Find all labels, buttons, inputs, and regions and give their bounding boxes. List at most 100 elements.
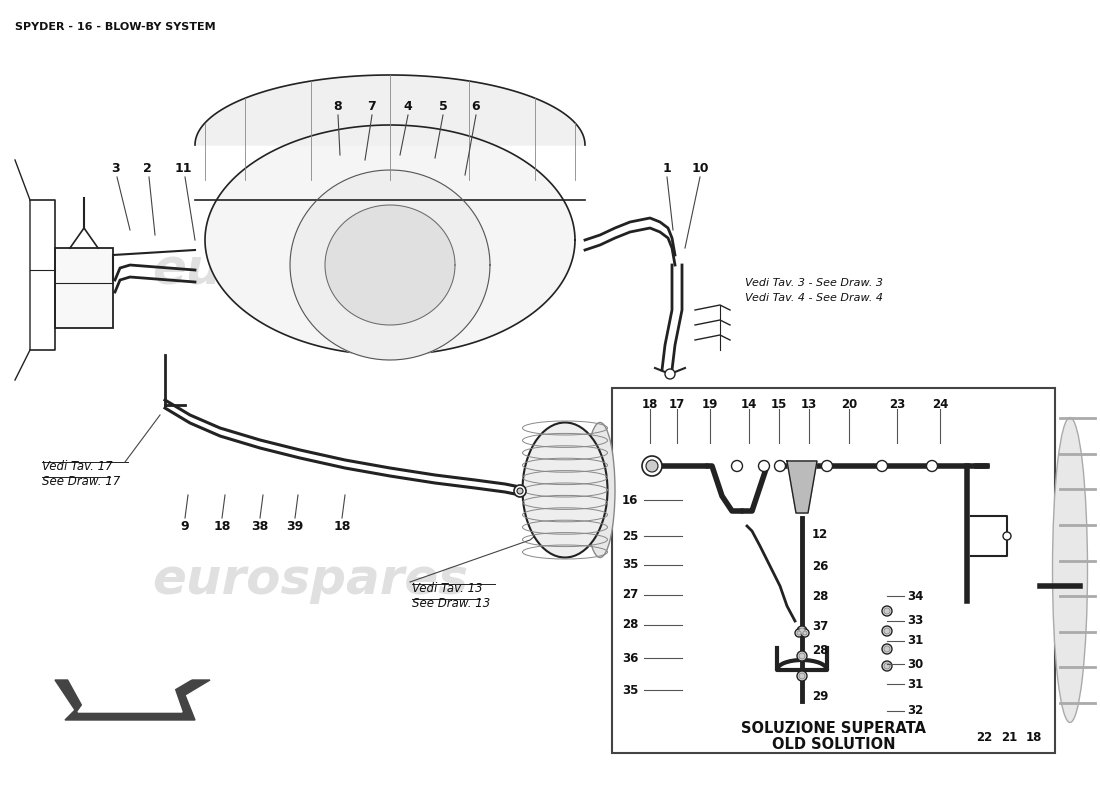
Text: eurospares: eurospares bbox=[715, 554, 925, 586]
Text: 3: 3 bbox=[111, 162, 119, 175]
Text: 7: 7 bbox=[367, 100, 376, 113]
Text: 39: 39 bbox=[286, 520, 304, 533]
Circle shape bbox=[799, 653, 805, 659]
Circle shape bbox=[799, 628, 805, 634]
Circle shape bbox=[646, 460, 658, 472]
Text: 28: 28 bbox=[812, 590, 828, 602]
Circle shape bbox=[882, 644, 892, 654]
Circle shape bbox=[666, 369, 675, 379]
Circle shape bbox=[798, 626, 807, 636]
Circle shape bbox=[798, 631, 801, 635]
FancyBboxPatch shape bbox=[55, 248, 113, 328]
Circle shape bbox=[884, 663, 890, 669]
Circle shape bbox=[774, 461, 785, 471]
Text: 34: 34 bbox=[908, 590, 923, 602]
Text: SOLUZIONE SUPERATA: SOLUZIONE SUPERATA bbox=[741, 721, 926, 736]
Text: See Draw. 17: See Draw. 17 bbox=[42, 475, 120, 488]
Text: 6: 6 bbox=[472, 100, 481, 113]
Ellipse shape bbox=[1053, 418, 1088, 722]
Circle shape bbox=[732, 461, 742, 471]
Polygon shape bbox=[290, 170, 490, 360]
Circle shape bbox=[517, 488, 522, 494]
Polygon shape bbox=[195, 75, 585, 145]
Text: 30: 30 bbox=[908, 658, 923, 670]
Text: 13: 13 bbox=[801, 398, 817, 411]
Polygon shape bbox=[786, 461, 817, 513]
Text: 18: 18 bbox=[333, 520, 351, 533]
Text: See Draw. 13: See Draw. 13 bbox=[412, 597, 491, 610]
Circle shape bbox=[926, 461, 937, 471]
Text: eurospares: eurospares bbox=[152, 556, 468, 604]
Circle shape bbox=[882, 661, 892, 671]
Circle shape bbox=[882, 626, 892, 636]
Text: 5: 5 bbox=[439, 100, 448, 113]
Polygon shape bbox=[205, 125, 575, 355]
Text: 28: 28 bbox=[621, 618, 638, 631]
Circle shape bbox=[884, 628, 890, 634]
Circle shape bbox=[884, 608, 890, 614]
Circle shape bbox=[799, 673, 805, 679]
Text: 35: 35 bbox=[621, 683, 638, 697]
Text: 17: 17 bbox=[669, 398, 685, 411]
Polygon shape bbox=[324, 205, 455, 325]
Text: 8: 8 bbox=[333, 100, 342, 113]
Text: eurospares: eurospares bbox=[152, 246, 468, 294]
Text: 14: 14 bbox=[740, 398, 757, 411]
Text: 26: 26 bbox=[812, 559, 828, 573]
Text: 35: 35 bbox=[621, 558, 638, 571]
Circle shape bbox=[514, 485, 526, 497]
Circle shape bbox=[882, 606, 892, 616]
Text: 29: 29 bbox=[812, 690, 828, 702]
Ellipse shape bbox=[585, 422, 615, 558]
Circle shape bbox=[884, 646, 890, 652]
Text: Vedi Tav. 3 - See Draw. 3: Vedi Tav. 3 - See Draw. 3 bbox=[745, 278, 883, 288]
Text: 1: 1 bbox=[662, 162, 671, 175]
Polygon shape bbox=[55, 680, 210, 720]
Ellipse shape bbox=[522, 422, 607, 558]
Text: OLD SOLUTION: OLD SOLUTION bbox=[772, 737, 895, 752]
Circle shape bbox=[795, 629, 803, 637]
Text: 18: 18 bbox=[213, 520, 231, 533]
Text: 28: 28 bbox=[812, 645, 828, 658]
Text: 27: 27 bbox=[621, 589, 638, 602]
Circle shape bbox=[801, 629, 808, 637]
Circle shape bbox=[759, 461, 770, 471]
Text: 22: 22 bbox=[976, 731, 992, 744]
Circle shape bbox=[877, 461, 888, 471]
Text: 31: 31 bbox=[908, 634, 923, 647]
Text: 36: 36 bbox=[621, 651, 638, 665]
Text: Vedi Tav. 4 - See Draw. 4: Vedi Tav. 4 - See Draw. 4 bbox=[745, 293, 883, 303]
FancyBboxPatch shape bbox=[612, 388, 1055, 753]
Text: 23: 23 bbox=[889, 398, 905, 411]
Text: 24: 24 bbox=[932, 398, 948, 411]
Text: 16: 16 bbox=[621, 494, 638, 506]
Circle shape bbox=[798, 651, 807, 661]
Text: 4: 4 bbox=[404, 100, 412, 113]
Text: 38: 38 bbox=[252, 520, 268, 533]
Circle shape bbox=[803, 631, 807, 635]
Text: 2: 2 bbox=[143, 162, 152, 175]
Circle shape bbox=[798, 671, 807, 681]
Text: 25: 25 bbox=[621, 530, 638, 542]
Text: SPYDER - 16 - BLOW-BY SYSTEM: SPYDER - 16 - BLOW-BY SYSTEM bbox=[15, 22, 216, 32]
Text: Vedi Tav. 13: Vedi Tav. 13 bbox=[412, 582, 483, 595]
Text: 32: 32 bbox=[908, 705, 923, 718]
Text: Vedi Tav. 17: Vedi Tav. 17 bbox=[42, 460, 112, 473]
Text: 20: 20 bbox=[840, 398, 857, 411]
Text: 21: 21 bbox=[1001, 731, 1018, 744]
Text: 15: 15 bbox=[771, 398, 788, 411]
Text: 10: 10 bbox=[691, 162, 708, 175]
Text: 33: 33 bbox=[908, 614, 923, 627]
Text: 18: 18 bbox=[641, 398, 658, 411]
Text: 19: 19 bbox=[702, 398, 718, 411]
Circle shape bbox=[822, 461, 833, 471]
Text: 11: 11 bbox=[174, 162, 191, 175]
Circle shape bbox=[642, 456, 662, 476]
Text: 12: 12 bbox=[812, 527, 828, 541]
Text: 18: 18 bbox=[1026, 731, 1042, 744]
Text: 37: 37 bbox=[812, 619, 828, 633]
Circle shape bbox=[1003, 532, 1011, 540]
Polygon shape bbox=[67, 676, 196, 712]
Text: 31: 31 bbox=[908, 678, 923, 690]
Text: 9: 9 bbox=[180, 520, 189, 533]
